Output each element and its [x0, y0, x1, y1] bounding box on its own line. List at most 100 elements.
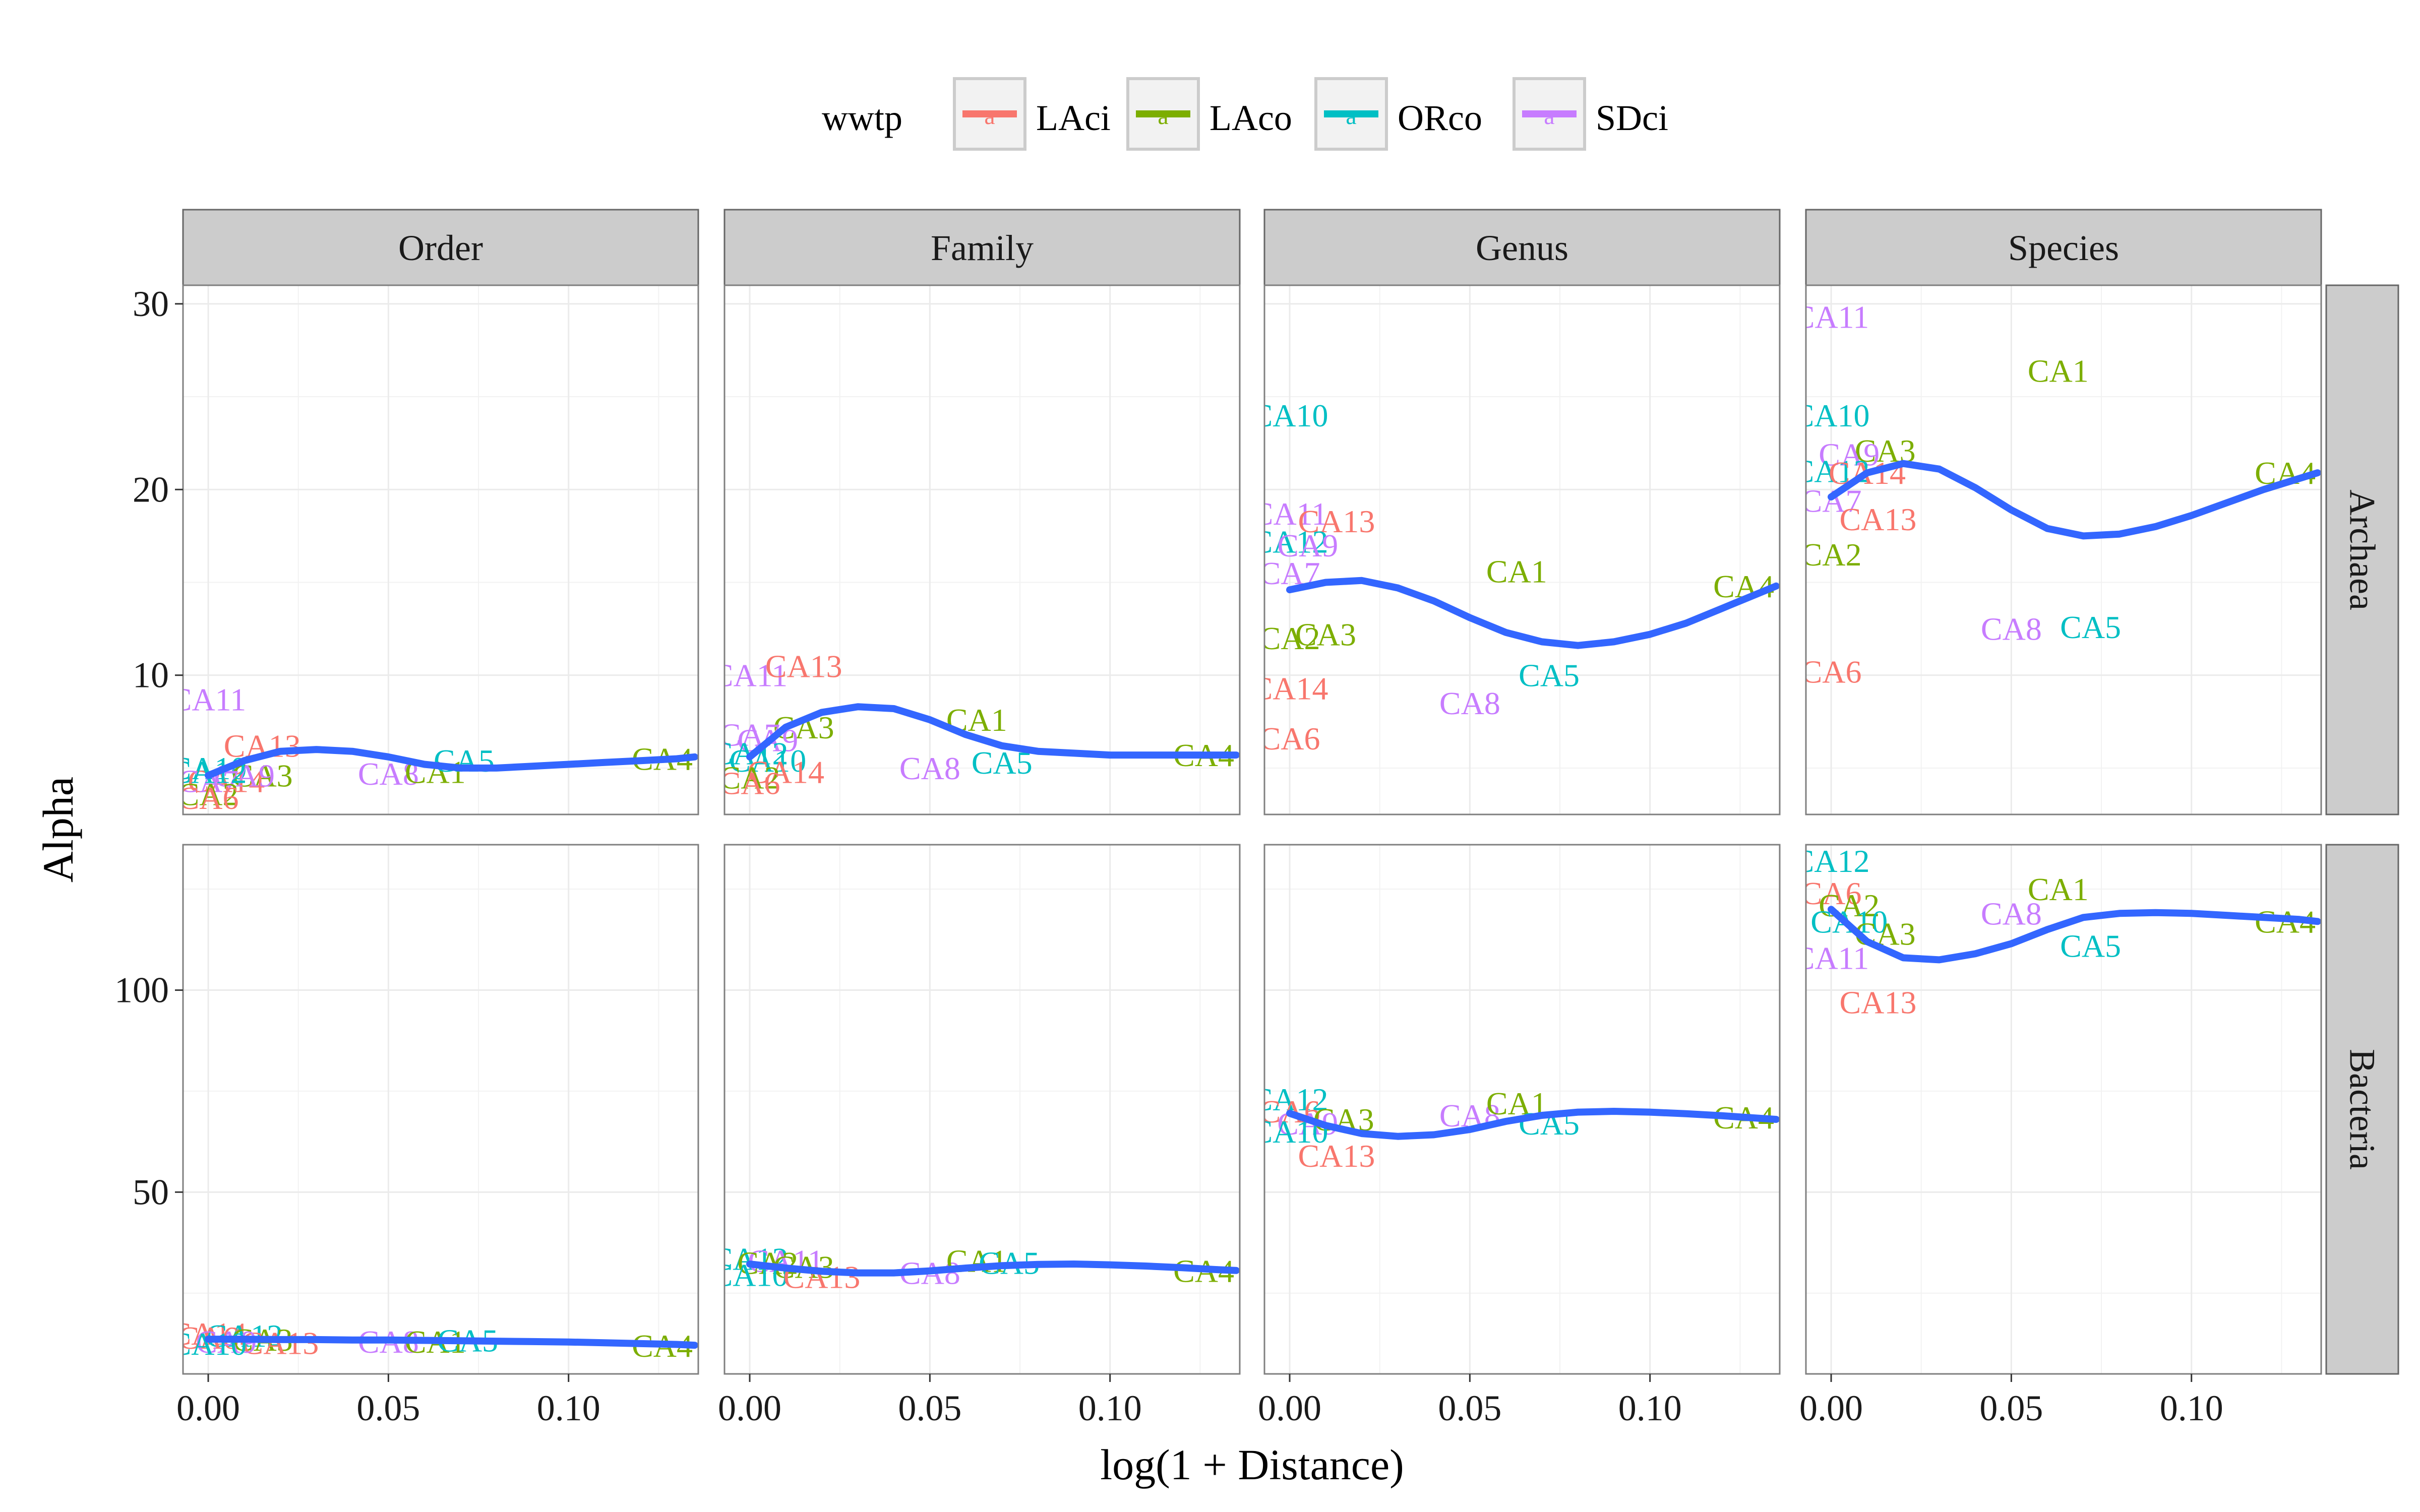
panel-border	[182, 844, 699, 1375]
legend-label: ORco	[1398, 98, 1482, 138]
point-label: CA10	[1251, 398, 1328, 433]
strip-background	[1805, 209, 2322, 286]
point-label: CA1	[2028, 353, 2089, 389]
point-label: CA14	[1251, 670, 1328, 706]
smooth-line	[746, 1261, 1240, 1277]
x-axis: 0.00 0.05 0.10	[718, 1374, 1142, 1428]
point-label: CA10	[170, 1326, 247, 1362]
legend-entry-orco: a ORco	[1314, 77, 1482, 151]
y-axis-title: Alpha	[34, 777, 82, 883]
strip-label: Genus	[1476, 228, 1568, 268]
legend-label: SDci	[1596, 98, 1668, 138]
smooth-line	[746, 703, 1240, 761]
x-axis: 0.00 0.05 0.10	[1258, 1374, 1682, 1428]
point-label: CA13	[1839, 501, 1916, 537]
strip-bacteria: Bacteria	[2325, 844, 2399, 1375]
point-label: CA12	[1251, 1082, 1328, 1117]
point-label: CA2	[1819, 888, 1880, 923]
y-tick-label: 100	[114, 970, 169, 1011]
x-tick-label: 0.10	[1078, 1388, 1142, 1428]
point-label: CA10	[1793, 398, 1870, 433]
point-label: CA3	[1855, 916, 1916, 952]
y-tick-label: 30	[133, 284, 169, 324]
point-label: CA13	[1298, 503, 1375, 539]
legend-key-glyph: a	[1158, 103, 1168, 130]
point-label: CA6	[178, 780, 239, 816]
x-axis: 0.00 0.05 0.10	[1799, 1374, 2223, 1428]
panel-background	[1264, 845, 1780, 1374]
point-label: CA14	[170, 1316, 247, 1352]
panel-background	[724, 845, 1240, 1374]
legend-entry-laco: a LAco	[1126, 77, 1292, 151]
panel-border	[182, 284, 699, 815]
y-tick-label: 20	[133, 469, 169, 510]
panel-background	[1264, 285, 1780, 814]
point-label: CA12	[1793, 843, 1870, 879]
point-label: CA5	[1519, 658, 1580, 694]
point-label: CA6	[719, 765, 780, 801]
point-label: CA12	[1793, 453, 1870, 489]
panel-border	[723, 844, 1241, 1375]
point-label: CA11	[1793, 940, 1869, 976]
x-tick-label: 0.00	[718, 1388, 781, 1428]
strip-archaea: Archaea	[2325, 284, 2399, 815]
point-label: CA12	[1251, 524, 1328, 559]
point-label: CA10	[729, 743, 806, 779]
point-label: CA6	[1259, 721, 1320, 757]
strip-background	[182, 209, 699, 286]
point-label: CA6	[1801, 875, 1862, 911]
legend-entry-sdci: a SDci	[1512, 77, 1668, 151]
point-label: CA10	[170, 750, 247, 786]
y-axis: 10 20 30	[133, 284, 183, 696]
x-axis: 0.00 0.05 0.10	[176, 1374, 600, 1428]
point-label: CA5	[2060, 928, 2121, 964]
point-label: CA11	[1252, 496, 1328, 532]
x-tick-label: 0.10	[2160, 1388, 2223, 1428]
x-tick-label: 0.00	[1799, 1388, 1863, 1428]
point-label: CA13	[1839, 985, 1916, 1021]
point-labels: CA11CA13CA10CA3CA14CA9CA7CA12CA2CA6CA8CA…	[170, 682, 693, 816]
strip-background	[723, 209, 1241, 286]
panel-border	[1805, 844, 2322, 1375]
point-label: CA2	[719, 760, 780, 795]
smooth-line	[1828, 460, 2321, 540]
panel-border	[1805, 284, 2322, 815]
point-label: CA11	[1793, 299, 1869, 335]
point-label: CA14	[747, 754, 824, 790]
point-label: CA11	[712, 658, 788, 694]
strip-order: Order	[182, 209, 699, 286]
point-label: CA12	[711, 1241, 789, 1277]
legend-label: LAci	[1036, 98, 1111, 138]
point-label: CA1	[1486, 553, 1547, 589]
point-label: CA7	[1801, 483, 1862, 519]
point-label: CA8	[1981, 611, 2042, 647]
x-tick-label: 0.00	[176, 1388, 240, 1428]
legend-key-glyph: a	[984, 103, 995, 130]
point-label: CA5	[434, 743, 495, 779]
legend-entry-laci: a LAci	[953, 77, 1111, 151]
point-label: CA2	[1259, 620, 1320, 656]
smooth-line	[205, 1336, 698, 1349]
legend: wwtp a LAci a LAco a ORco a SDci	[822, 77, 1668, 151]
x-tick-label: 0.05	[898, 1388, 961, 1428]
point-label: CA11	[170, 682, 247, 718]
smooth-line	[1286, 1108, 1780, 1140]
strip-genus: Genus	[1263, 209, 1781, 286]
point-label: CA13	[765, 648, 842, 684]
point-label: CA9	[1277, 528, 1338, 563]
x-axis-title: log(1 + Distance)	[1100, 1440, 1404, 1489]
y-axis: 50 100	[114, 970, 183, 1212]
point-label: CA8	[1981, 896, 2042, 931]
panel-background	[1806, 285, 2321, 814]
point-label: CA1	[946, 1243, 1007, 1279]
x-tick-label: 0.05	[356, 1388, 420, 1428]
